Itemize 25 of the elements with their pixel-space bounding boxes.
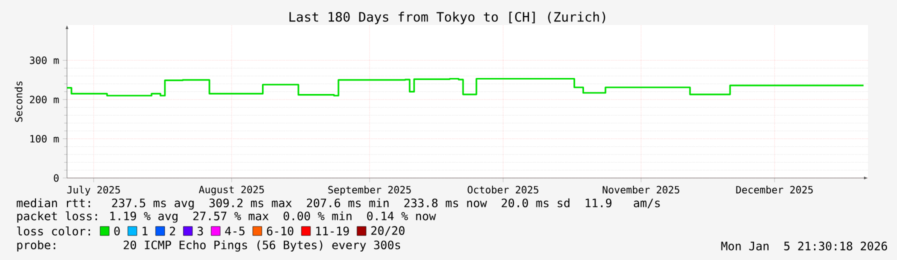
legend-label: 11-19 <box>316 226 349 236</box>
x-tick-label: November 2025 <box>602 186 680 194</box>
x-tick-label: September 2025 <box>328 186 411 196</box>
legend-label: 4-5 <box>225 226 245 236</box>
x-tick-label: August 2025 <box>198 186 264 196</box>
x-tick-label: October 2025 <box>468 186 538 194</box>
legend-label: 0 <box>114 226 120 236</box>
legend-label: 3 <box>198 226 203 236</box>
text: packet loss: 1.19 % avg 27.57 % max 0.00 % min 0.14 % now <box>17 211 436 223</box>
text: median rtt: 237.5 ms avg 309.2 ms max 207.6 ms min 233.8 ms now 20.0 ms sd 11.9 am/s <box>16 198 660 210</box>
legend-label: 6-10 <box>266 226 294 236</box>
y-tick-label: 0 <box>54 174 59 182</box>
text: probe: 20 ICMP Echo Pings (56 Bytes) every 300s <box>17 240 400 252</box>
text: Mon Jan 5 21:30:18 2026 <box>721 242 888 250</box>
y-axis-title: Seconds <box>14 81 22 122</box>
y-tick-label: 100 m <box>30 134 59 143</box>
y-tick-label: 200 m <box>30 96 59 104</box>
legend-label: 1 <box>142 226 148 236</box>
chart-title: Last 180 Days from Tokyo to [CH] (Zurich) <box>290 12 606 24</box>
x-tick-label: December 2025 <box>736 186 813 194</box>
legend-label: 2 <box>170 226 176 236</box>
x-tick-label: July 2025 <box>67 186 120 196</box>
legend-title: loss color: <box>17 226 90 236</box>
y-tick-label: 300 m <box>30 56 59 64</box>
legend-label: 20/20 <box>371 226 404 236</box>
